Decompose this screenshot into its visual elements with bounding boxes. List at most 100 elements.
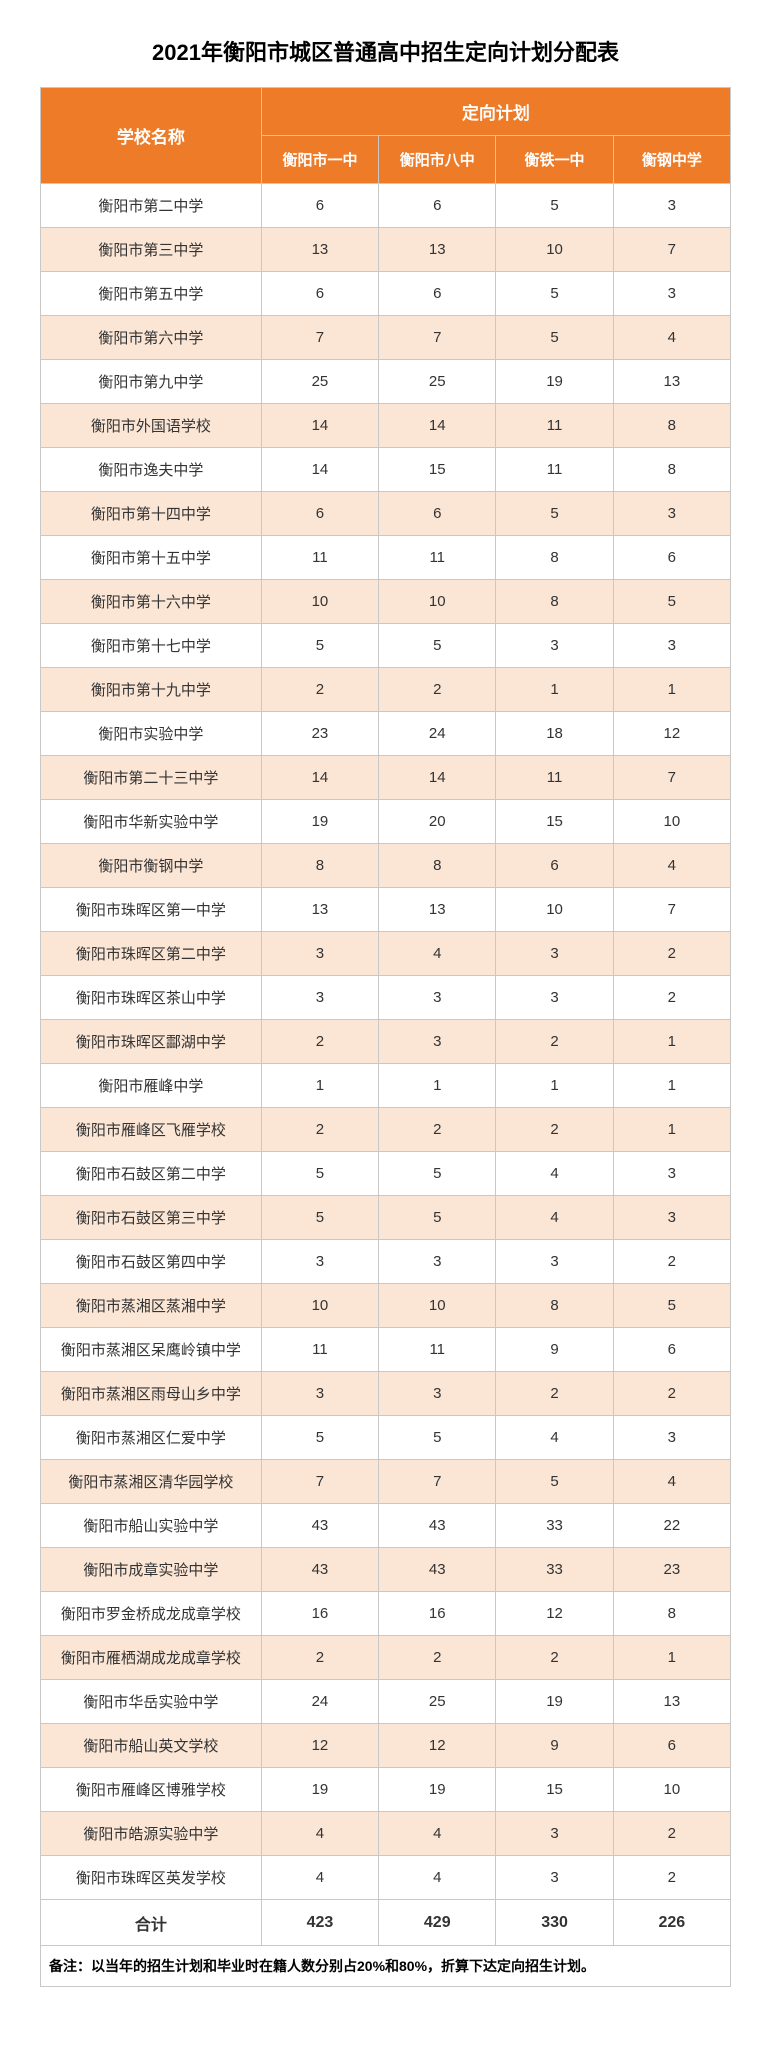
cell-value: 9 (496, 1724, 613, 1768)
cell-value: 43 (261, 1504, 378, 1548)
header-col-3: 衡钢中学 (613, 136, 730, 184)
cell-value: 3 (496, 1856, 613, 1900)
cell-value: 14 (379, 404, 496, 448)
cell-school-name: 衡阳市华岳实验中学 (41, 1680, 262, 1724)
cell-value: 16 (261, 1592, 378, 1636)
cell-value: 14 (261, 756, 378, 800)
cell-value: 10 (261, 1284, 378, 1328)
cell-value: 15 (496, 1768, 613, 1812)
cell-value: 10 (613, 800, 730, 844)
cell-value: 6 (261, 184, 378, 228)
cell-value: 4 (261, 1812, 378, 1856)
cell-value: 3 (496, 1812, 613, 1856)
table-row: 衡阳市珠晖区第一中学1313107 (41, 888, 731, 932)
cell-value: 3 (261, 976, 378, 1020)
cell-school-name: 衡阳市第十五中学 (41, 536, 262, 580)
cell-value: 5 (496, 184, 613, 228)
cell-value: 1 (613, 1108, 730, 1152)
cell-value: 1 (613, 1064, 730, 1108)
cell-school-name: 衡阳市雁峰区博雅学校 (41, 1768, 262, 1812)
cell-total-value: 330 (496, 1900, 613, 1946)
cell-value: 6 (496, 844, 613, 888)
cell-value: 2 (379, 1108, 496, 1152)
cell-value: 13 (261, 888, 378, 932)
table-row: 衡阳市第十六中学101085 (41, 580, 731, 624)
cell-school-name: 衡阳市第二中学 (41, 184, 262, 228)
cell-value: 3 (613, 1416, 730, 1460)
cell-value: 7 (613, 888, 730, 932)
cell-value: 3 (496, 1240, 613, 1284)
cell-value: 2 (496, 1636, 613, 1680)
table-row: 衡阳市华新实验中学19201510 (41, 800, 731, 844)
cell-value: 14 (261, 404, 378, 448)
cell-value: 14 (379, 756, 496, 800)
cell-value: 3 (496, 976, 613, 1020)
cell-value: 5 (379, 624, 496, 668)
footnote: 备注：以当年的招生计划和毕业时在籍人数分别占20%和80%，折算下达定向招生计划… (40, 1946, 731, 1987)
cell-value: 25 (261, 360, 378, 404)
table-row: 衡阳市第九中学25251913 (41, 360, 731, 404)
cell-value: 8 (261, 844, 378, 888)
cell-value: 7 (379, 316, 496, 360)
cell-value: 15 (496, 800, 613, 844)
cell-total-value: 226 (613, 1900, 730, 1946)
cell-value: 4 (613, 1460, 730, 1504)
table-row: 衡阳市珠晖区英发学校4432 (41, 1856, 731, 1900)
cell-value: 8 (379, 844, 496, 888)
cell-school-name: 衡阳市第九中学 (41, 360, 262, 404)
cell-school-name: 衡阳市外国语学校 (41, 404, 262, 448)
cell-value: 10 (379, 580, 496, 624)
table-row: 衡阳市珠晖区酃湖中学2321 (41, 1020, 731, 1064)
cell-value: 6 (261, 272, 378, 316)
cell-value: 2 (613, 1812, 730, 1856)
cell-value: 10 (261, 580, 378, 624)
cell-value: 3 (496, 932, 613, 976)
cell-school-name: 衡阳市珠晖区酃湖中学 (41, 1020, 262, 1064)
cell-value: 15 (379, 448, 496, 492)
table-row: 衡阳市罗金桥成龙成章学校1616128 (41, 1592, 731, 1636)
table-row: 衡阳市蒸湘区清华园学校7754 (41, 1460, 731, 1504)
table-row: 衡阳市第十四中学6653 (41, 492, 731, 536)
cell-value: 10 (496, 888, 613, 932)
cell-school-name: 衡阳市第十六中学 (41, 580, 262, 624)
cell-school-name: 衡阳市石鼓区第四中学 (41, 1240, 262, 1284)
cell-school-name: 衡阳市蒸湘区雨母山乡中学 (41, 1372, 262, 1416)
cell-value: 16 (379, 1592, 496, 1636)
cell-school-name: 衡阳市第三中学 (41, 228, 262, 272)
cell-value: 11 (261, 536, 378, 580)
cell-school-name: 衡阳市雁峰区飞雁学校 (41, 1108, 262, 1152)
table-row: 衡阳市第十五中学111186 (41, 536, 731, 580)
cell-value: 4 (496, 1196, 613, 1240)
cell-value: 43 (261, 1548, 378, 1592)
cell-value: 7 (379, 1460, 496, 1504)
cell-school-name: 衡阳市船山英文学校 (41, 1724, 262, 1768)
cell-school-name: 衡阳市船山实验中学 (41, 1504, 262, 1548)
table-row: 衡阳市第二十三中学1414117 (41, 756, 731, 800)
cell-value: 4 (379, 1856, 496, 1900)
cell-value: 3 (379, 976, 496, 1020)
cell-value: 19 (496, 360, 613, 404)
cell-value: 4 (613, 844, 730, 888)
table-row: 衡阳市雁峰中学1111 (41, 1064, 731, 1108)
cell-value: 2 (613, 1856, 730, 1900)
cell-school-name: 衡阳市衡钢中学 (41, 844, 262, 888)
cell-value: 22 (613, 1504, 730, 1548)
cell-value: 2 (613, 932, 730, 976)
cell-value: 3 (379, 1020, 496, 1064)
cell-school-name: 衡阳市第五中学 (41, 272, 262, 316)
cell-value: 43 (379, 1504, 496, 1548)
table-row: 衡阳市华岳实验中学24251913 (41, 1680, 731, 1724)
cell-value: 3 (613, 492, 730, 536)
cell-value: 6 (261, 492, 378, 536)
cell-value: 3 (379, 1240, 496, 1284)
header-plan: 定向计划 (261, 88, 730, 136)
cell-school-name: 衡阳市第二十三中学 (41, 756, 262, 800)
cell-value: 1 (613, 1636, 730, 1680)
cell-value: 24 (379, 712, 496, 756)
table-row: 衡阳市雁峰区飞雁学校2221 (41, 1108, 731, 1152)
cell-value: 5 (613, 580, 730, 624)
cell-value: 43 (379, 1548, 496, 1592)
table-row: 衡阳市第三中学1313107 (41, 228, 731, 272)
cell-value: 11 (379, 536, 496, 580)
cell-value: 3 (613, 624, 730, 668)
